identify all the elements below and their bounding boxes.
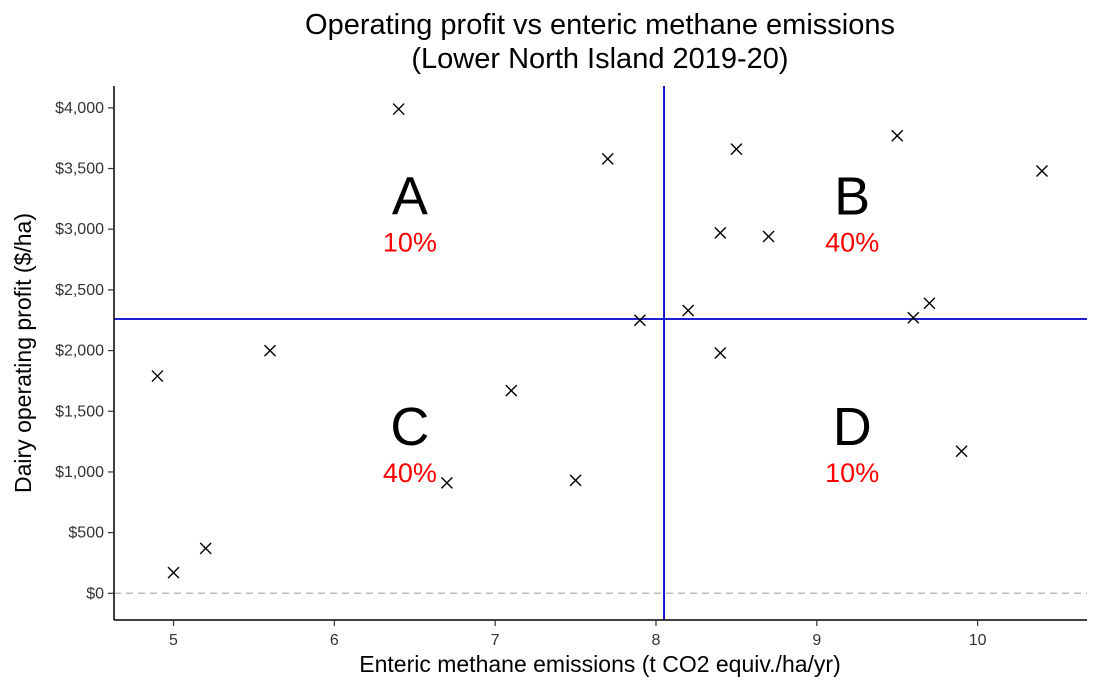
data-point-stroke	[714, 226, 727, 239]
data-point-stroke	[923, 297, 936, 310]
x-tick-label: 5	[169, 632, 178, 649]
quadrant-percent: 40%	[825, 227, 879, 257]
data-point-stroke	[505, 384, 518, 397]
y-tick-label: $500	[68, 525, 104, 542]
y-tick-label: $0	[86, 585, 104, 602]
data-point	[955, 445, 968, 458]
data-point	[392, 103, 405, 116]
data-point	[730, 143, 743, 156]
data-point-stroke	[167, 566, 180, 579]
data-point-stroke	[440, 476, 453, 489]
quadrant-percent: 10%	[383, 227, 437, 257]
data-point	[907, 311, 920, 324]
data-point	[1035, 164, 1048, 177]
data-point-stroke	[392, 103, 405, 116]
data-point	[440, 476, 453, 489]
y-tick-label: $4,000	[55, 100, 104, 117]
x-tick-label: 9	[812, 632, 821, 649]
quadrant-percent: 10%	[825, 458, 879, 488]
data-point-stroke	[601, 152, 614, 165]
data-point	[151, 370, 164, 383]
data-point-stroke	[151, 370, 164, 383]
data-point	[762, 230, 775, 243]
axes: 5 6 7 8 9 10 $0 $500 $1,000 $1,500 $2,000 $2,500 $3,…	[55, 86, 1087, 649]
quadrant-letter: A	[392, 166, 428, 226]
chart-title-line-2: (Lower North Island 2019-20)	[411, 43, 788, 75]
data-point-stroke	[1035, 164, 1048, 177]
x-tick-label: 7	[491, 632, 500, 649]
data-point	[601, 152, 614, 165]
data-point	[505, 384, 518, 397]
quadrant-letter: B	[834, 166, 870, 226]
data-point-stroke	[730, 143, 743, 156]
data-point-stroke	[633, 314, 646, 327]
y-axis-label: Dairy operating profit ($/ha)	[10, 213, 36, 493]
y-tick-label: $2,500	[55, 282, 104, 299]
x-tick-label: 8	[652, 632, 661, 649]
chart-title-line-1: Operating profit vs enteric methane emis…	[305, 9, 895, 41]
data-point	[264, 344, 276, 357]
quadrant-labels: A10%B40%C40%D10%	[383, 166, 879, 487]
reference-lines	[114, 86, 1087, 620]
data-point	[714, 226, 727, 239]
x-tick-label: 6	[330, 632, 339, 649]
data-points	[151, 103, 1048, 579]
data-point-stroke	[682, 304, 695, 317]
data-point	[167, 566, 180, 579]
quadrant-letter: D	[833, 397, 872, 457]
data-point-stroke	[264, 344, 276, 357]
data-point	[923, 297, 936, 310]
data-point	[714, 347, 727, 359]
data-point-stroke	[907, 311, 920, 324]
y-tick-label: $2,000	[55, 343, 104, 360]
quadrant-letter: C	[390, 397, 429, 457]
data-point	[891, 129, 904, 142]
quadrant-percent: 40%	[383, 458, 437, 488]
y-tick-label: $3,500	[55, 161, 104, 178]
data-point	[633, 314, 646, 327]
data-point-stroke	[569, 474, 582, 487]
x-axis-label: Enteric methane emissions (t CO2 equiv./…	[359, 651, 840, 677]
x-tick-label: 10	[969, 632, 987, 649]
data-point-stroke	[955, 445, 968, 458]
data-point-stroke	[762, 230, 775, 243]
data-point	[682, 304, 695, 317]
data-point-stroke	[891, 129, 904, 142]
data-point	[569, 474, 582, 487]
data-point-stroke	[714, 347, 727, 359]
y-tick-label: $1,500	[55, 403, 104, 420]
data-point	[199, 542, 212, 555]
y-tick-label: $1,000	[55, 464, 104, 481]
data-point-stroke	[199, 542, 212, 555]
y-tick-label: $3,000	[55, 221, 104, 238]
